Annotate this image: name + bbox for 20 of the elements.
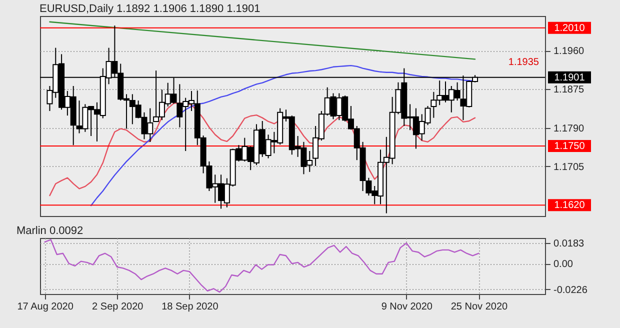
x-tick-label: 25 Nov 2020 — [450, 302, 508, 312]
y-tick-label: 1.1960 — [554, 46, 585, 58]
ref-line-label: 1.1901 — [554, 72, 586, 84]
x-tick-label: 18 Sep 2020 — [162, 302, 219, 312]
y-tick-label: 0.0183 — [554, 238, 585, 250]
y-tick-label: 1.1875 — [554, 84, 585, 96]
chart-title: Marlin 0.0092 — [16, 224, 84, 237]
x-tick-label: 17 Aug 2020 — [17, 302, 74, 312]
y-tick-label: 1.1705 — [554, 162, 585, 173]
x-tick-label: 2 Sep 2020 — [92, 302, 144, 312]
chart-title: EURUSD,Daily 1.1892 1.1906 1.1890 1.1901 — [40, 3, 260, 15]
y-tick-label: -0.0226 — [554, 284, 588, 296]
ref-line-label: 1.1750 — [554, 141, 586, 152]
y-tick-label: 1.1790 — [554, 123, 585, 134]
y-tick-label: 0.00 — [554, 259, 574, 270]
ref-line-label: 1.1620 — [554, 200, 586, 212]
text: 1.1935 — [508, 57, 540, 68]
x-tick-label: 9 Nov 2020 — [381, 302, 433, 312]
line-series — [44, 239, 480, 293]
ref-line-label: 1.2010 — [554, 22, 586, 34]
